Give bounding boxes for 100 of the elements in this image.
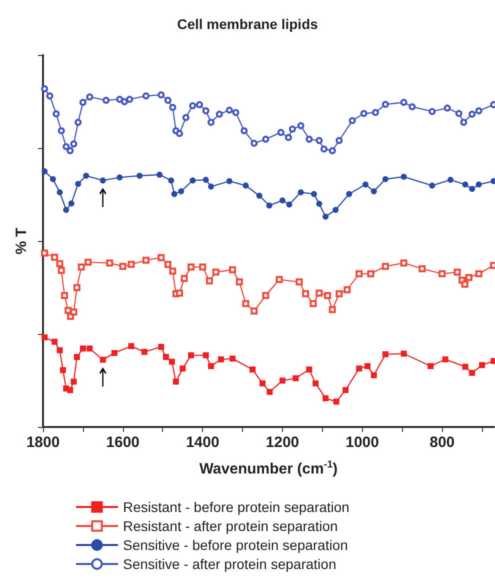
point (362, 182, 368, 188)
point (242, 300, 250, 308)
point (266, 388, 273, 395)
point (56, 260, 64, 268)
point (100, 356, 106, 363)
point (428, 108, 436, 115)
point (116, 96, 124, 103)
point (226, 106, 233, 114)
point (438, 270, 446, 278)
point (218, 356, 224, 362)
point (164, 260, 172, 268)
point (370, 372, 377, 378)
point (229, 266, 236, 274)
chart-title: Cell membrane lipids (177, 16, 318, 32)
point (400, 174, 407, 180)
point (400, 98, 408, 106)
point (328, 306, 336, 314)
point (208, 363, 214, 370)
point (56, 189, 63, 196)
point (475, 107, 482, 114)
point (342, 387, 349, 394)
y-axis-title: % T (13, 228, 30, 254)
point (382, 176, 388, 182)
point (86, 346, 93, 352)
point (370, 188, 377, 194)
point (164, 96, 172, 104)
point (226, 178, 232, 184)
point (119, 262, 126, 270)
point (162, 354, 169, 360)
point (360, 110, 368, 118)
point (250, 366, 256, 373)
x-tick-label: 1800 (26, 434, 60, 451)
point (66, 147, 74, 154)
point (286, 201, 292, 208)
legend-label: Sensitive - before protein separation (123, 537, 348, 553)
point (171, 190, 178, 197)
x-tick-label: 1400 (186, 434, 220, 451)
point (190, 177, 196, 184)
point (455, 110, 462, 118)
point (428, 363, 434, 370)
annotation: ↑ (96, 364, 110, 394)
point (322, 395, 329, 402)
point (58, 266, 65, 274)
point (70, 140, 78, 148)
point (202, 352, 209, 358)
point (42, 334, 48, 340)
point (158, 344, 164, 350)
x-tick-label: 1000 (346, 434, 379, 451)
point (74, 118, 82, 126)
point (142, 256, 150, 264)
point (442, 356, 448, 362)
legend-label: Resistant - after protein separation (123, 518, 338, 534)
point (328, 147, 336, 154)
point (126, 96, 134, 103)
point (188, 352, 194, 358)
point (344, 286, 351, 294)
point (78, 264, 85, 271)
x-tick-label: 1600 (106, 434, 140, 451)
point (141, 348, 148, 355)
point (75, 180, 82, 187)
point (418, 265, 426, 272)
point (176, 130, 183, 137)
point (169, 268, 176, 275)
point (356, 365, 362, 372)
point (462, 364, 468, 370)
point (336, 290, 343, 298)
point (51, 254, 58, 261)
point (199, 264, 206, 271)
legend-label: Sensitive - after protein separation (123, 556, 336, 572)
point (408, 103, 416, 110)
point (310, 300, 317, 308)
point (276, 276, 283, 284)
point (296, 278, 303, 286)
point (260, 380, 266, 386)
point (400, 350, 407, 357)
point (208, 184, 214, 190)
point (68, 200, 74, 206)
point (62, 143, 70, 150)
point (475, 270, 482, 278)
point (189, 102, 196, 110)
point (63, 206, 70, 213)
point (80, 346, 86, 352)
point (250, 308, 258, 315)
point (41, 85, 48, 92)
point (322, 214, 329, 220)
point (70, 378, 77, 385)
point (84, 258, 92, 266)
point (348, 117, 356, 124)
point (465, 274, 472, 282)
point (73, 284, 80, 292)
point (367, 270, 374, 278)
point (469, 186, 476, 192)
point (242, 182, 249, 189)
point (324, 292, 332, 299)
point (444, 104, 451, 112)
point (236, 278, 243, 286)
point (240, 127, 248, 134)
point (116, 174, 123, 180)
point (111, 350, 118, 356)
point (336, 137, 343, 144)
